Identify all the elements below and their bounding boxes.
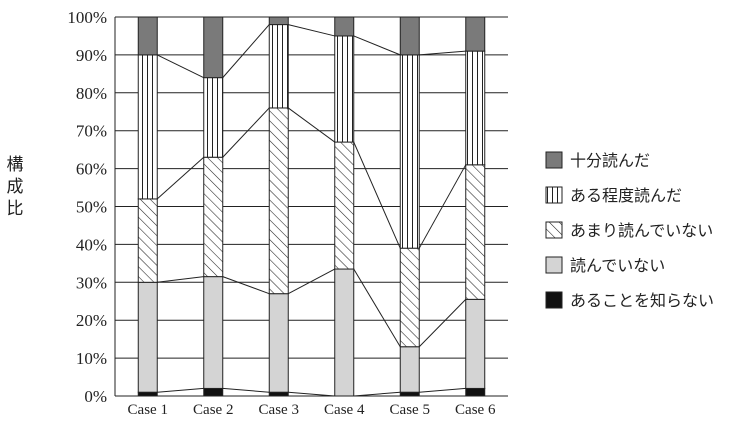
connector-line xyxy=(222,24,270,78)
y-tick-label: 100% xyxy=(67,8,107,27)
bar-segment xyxy=(399,54,420,249)
connector-line xyxy=(287,107,336,143)
bar-segment xyxy=(137,16,158,56)
y-axis-title: 構成比 xyxy=(7,155,24,219)
bar-segment xyxy=(203,16,224,79)
y-tick-label: 90% xyxy=(76,46,107,65)
connector-line xyxy=(157,276,204,283)
legend-label: あることを知らない xyxy=(570,291,714,310)
connector-line xyxy=(288,24,335,37)
connector-line xyxy=(353,35,401,56)
gridlines xyxy=(115,16,508,397)
y-axis-title-char: 比 xyxy=(7,199,24,219)
legend-swatch xyxy=(545,256,563,274)
bar-segment xyxy=(268,391,289,397)
connector-line xyxy=(288,268,335,295)
y-axis-title-char: 構 xyxy=(7,155,24,175)
connector-line xyxy=(157,387,204,393)
bar-segment xyxy=(137,281,158,393)
legend-label: 十分読んだ xyxy=(570,151,650,170)
connector-line xyxy=(353,141,401,249)
bar-segment xyxy=(203,156,224,278)
bar-segment xyxy=(334,268,355,397)
x-tick-label: Case 2 xyxy=(193,402,233,418)
connector-line xyxy=(418,299,467,348)
y-tick-label: 50% xyxy=(76,198,107,217)
bar-segment xyxy=(268,293,289,393)
y-tick-label: 30% xyxy=(76,273,107,292)
x-tick-label: Case 3 xyxy=(259,402,299,418)
legend-label: あまり読んでいない xyxy=(570,221,713,240)
legend-swatch xyxy=(545,291,563,309)
axis-labels: 0% 10% 20% 30% 40% 50% 60% 70% 80% 90% 100% 構成比 Case… xyxy=(7,8,496,418)
connector-line xyxy=(419,387,466,393)
y-tick-label: 10% xyxy=(76,349,107,368)
y-tick-label: 80% xyxy=(76,84,107,103)
connector-line xyxy=(353,391,401,397)
connector-line xyxy=(419,50,466,56)
connector-lines xyxy=(156,24,467,397)
y-tick-label: 40% xyxy=(76,235,107,254)
bar-segment xyxy=(334,16,355,37)
x-tick-label: Case 1 xyxy=(128,402,168,418)
bar-segment xyxy=(465,50,486,166)
bars xyxy=(137,16,486,397)
bar-segment xyxy=(203,276,224,389)
x-tick-label: Case 5 xyxy=(390,402,430,418)
legend-swatch xyxy=(545,151,563,169)
bar-segment xyxy=(137,198,158,283)
connector-line xyxy=(418,164,467,249)
connector-line xyxy=(288,391,335,397)
y-axis-title-char: 成 xyxy=(7,177,24,197)
x-tick-label: Case 6 xyxy=(455,402,496,418)
y-tick-label: 20% xyxy=(76,311,107,330)
bar-segment xyxy=(465,16,486,52)
connector-line xyxy=(222,107,270,158)
legend-label: ある程度読んだ xyxy=(570,186,682,205)
bar-segment xyxy=(268,16,289,26)
bar-segment xyxy=(465,298,486,389)
bar-segment xyxy=(137,391,158,397)
y-tick-label: 0% xyxy=(84,387,107,406)
bar-segment xyxy=(203,77,224,158)
connector-line xyxy=(222,387,270,393)
bar-segment xyxy=(268,107,289,295)
bar-segment xyxy=(465,387,486,397)
bar-segment xyxy=(334,35,355,143)
bar-segment xyxy=(203,387,224,397)
bar-segment xyxy=(399,247,420,348)
x-tick-label: Case 4 xyxy=(324,402,365,418)
connector-line xyxy=(222,276,270,295)
connector-line xyxy=(353,268,401,347)
y-tick-label: 70% xyxy=(76,122,107,141)
legend-swatch xyxy=(545,221,563,239)
connector-line xyxy=(157,54,204,79)
bar-segment xyxy=(268,24,289,109)
connector-line xyxy=(156,156,205,200)
legend-label: 読んでいない xyxy=(570,256,665,275)
bar-segment xyxy=(137,54,158,200)
y-tick-label: 60% xyxy=(76,160,107,179)
legend-swatch xyxy=(545,186,563,204)
bar-segment xyxy=(465,164,486,300)
bar-segment xyxy=(399,16,420,56)
bar-segment xyxy=(399,391,420,397)
bar-segment xyxy=(334,141,355,270)
bar-segment xyxy=(399,346,420,393)
